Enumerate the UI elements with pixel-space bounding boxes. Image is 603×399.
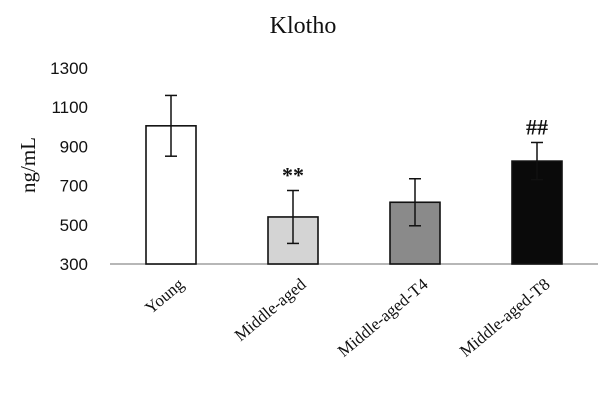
y-tick-label: 900 bbox=[60, 137, 88, 156]
chart-title: Klotho bbox=[270, 13, 337, 39]
error-bars bbox=[165, 94, 543, 245]
significance-marker: ** bbox=[282, 163, 304, 188]
x-category-label: Young bbox=[141, 274, 188, 318]
y-axis-ticks: 300 500 700 900 1100 1300 bbox=[50, 59, 88, 274]
x-category-label: Middle-aged-T4 bbox=[334, 274, 432, 360]
x-category-label: Middle-aged-T8 bbox=[456, 275, 554, 361]
error-bar bbox=[409, 177, 421, 227]
bars bbox=[145, 125, 563, 265]
y-tick-label: 1300 bbox=[50, 59, 88, 78]
x-axis-categories: Young Middle-aged Middle-aged-T4 Middle-age… bbox=[141, 274, 553, 360]
x-category-label: Middle-aged bbox=[231, 274, 310, 345]
error-bar bbox=[531, 141, 543, 181]
y-axis-label: ng/mL bbox=[16, 137, 40, 193]
y-tick-label: 500 bbox=[60, 216, 88, 235]
y-tick-label: 300 bbox=[60, 255, 88, 274]
bar bbox=[511, 160, 563, 265]
y-tick-label: 700 bbox=[60, 177, 88, 196]
significance-annotations: ** ## bbox=[282, 114, 548, 187]
significance-marker: ## bbox=[526, 114, 548, 139]
error-bar bbox=[287, 189, 299, 245]
error-bar bbox=[165, 94, 177, 157]
y-tick-label: 1100 bbox=[51, 98, 88, 117]
